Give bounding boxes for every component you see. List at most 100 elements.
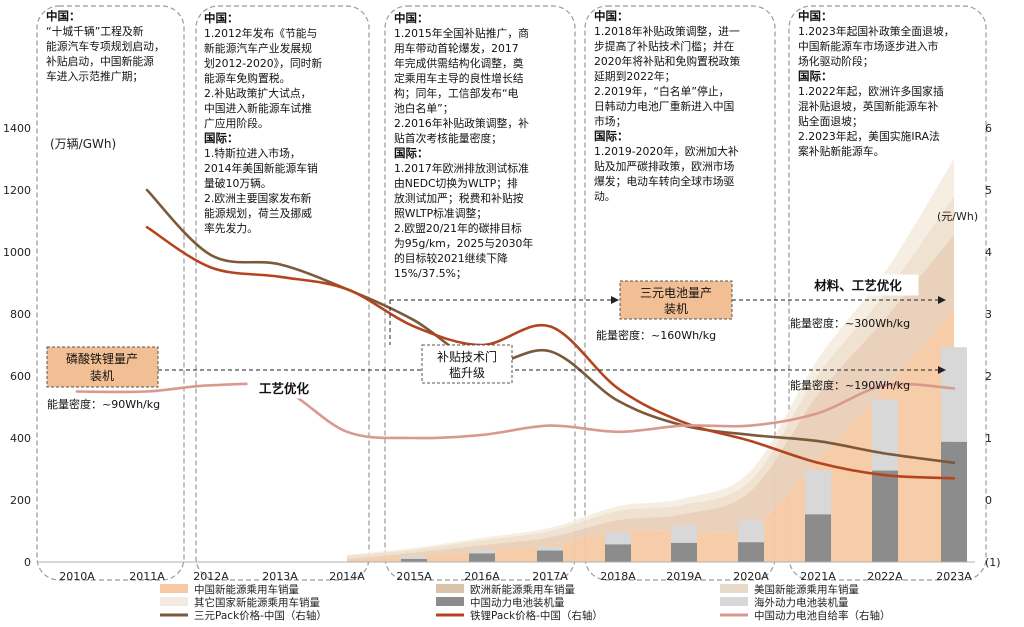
- annotation-line: 2014年美国新能源车销: [204, 161, 318, 175]
- material-label: 材料、工艺优化: [813, 278, 902, 293]
- y-left-tick-label: 0: [24, 556, 31, 569]
- material-box: [799, 274, 919, 296]
- bar-中国动力电池装机量-2018A: [605, 544, 631, 562]
- annotation-line: 1.2023年起国补政策全面退坡，: [798, 24, 955, 38]
- y-right-tick-label: 5: [985, 184, 992, 197]
- y-left-tick-label: 800: [10, 308, 31, 321]
- legend-swatch: [436, 584, 464, 593]
- bar-海外动力电池装机量-2021A: [805, 470, 831, 515]
- bar-海外动力电池装机量-2015A: [401, 556, 427, 559]
- x-tick-label: 2013A: [262, 570, 298, 583]
- legend-swatch: [160, 584, 188, 593]
- x-tick-label: 2016A: [464, 570, 500, 583]
- annotation-line: 由NEDC切换为WLTP；排: [394, 176, 518, 190]
- annotation-line: 年完成供需结构化调整，奠: [394, 56, 524, 70]
- legend-swatch: [720, 584, 748, 593]
- legend: 中国新能源乘用车销量 欧洲新能源乘用车销量 美国新能源乘用车销量其它国家新能源乘用车…: [160, 583, 891, 622]
- annotation-line: 用车带动首轮爆发，2017: [394, 41, 519, 55]
- annotation-line: 中国：: [798, 9, 833, 23]
- annotation-2010-2011: 中国：“十城千辆”工程及新能源汽车专项规划启动，补贴启动，中国新能源车进入示范推…: [46, 9, 165, 83]
- x-tick-label: 2012A: [193, 570, 229, 583]
- milestone-ncm: 三元电池量产 装机: [619, 280, 733, 320]
- annotation-line: 1.特斯拉进入市场，: [204, 146, 301, 160]
- density-lfp-early: 能量密度：~90Wh/kg: [47, 397, 160, 411]
- ncm-box: [619, 280, 733, 320]
- y-left-tick-label: 400: [10, 432, 31, 445]
- legend-label: 海外动力电池装机量: [754, 596, 849, 609]
- bar-中国动力电池装机量-2019A: [671, 542, 697, 562]
- annotation-line: 爆发；电动车转向全球市场驱: [594, 174, 735, 188]
- x-tick-label: 2015A: [396, 570, 432, 583]
- annotation-line: 国际：: [798, 69, 833, 83]
- x-tick-label: 2019A: [666, 570, 702, 583]
- x-tick-label: 2021A: [800, 570, 836, 583]
- x-tick-label: 2017A: [532, 570, 568, 583]
- annotation-line: 中国进入新能源车试推: [204, 101, 312, 115]
- annotation-line: 1.2019-2020年，欧洲加大补: [594, 144, 739, 158]
- annotation-line: 1.2018年补贴政策调整，进一: [594, 24, 740, 38]
- y-right-unit-label: (元/Wh): [937, 210, 978, 223]
- legend-swatch: [436, 597, 464, 606]
- annotation-line: 车进入示范推广期；: [46, 69, 143, 83]
- lfp-label-line2: 装机: [90, 369, 114, 383]
- annotation-line: “十城千辆”工程及新: [46, 24, 144, 38]
- lfp-box: [46, 346, 159, 388]
- annotation-line: 池白名单”；: [394, 101, 454, 115]
- annotation-line: 广应用阶段。: [204, 116, 269, 130]
- annotation-line: 贴首次考核能量密度；: [394, 131, 502, 145]
- period-frame-2018-2020: [584, 5, 776, 581]
- milestone-lfp: 磷酸铁锂量产 装机: [46, 346, 159, 388]
- y-left-tick-label: 1000: [3, 246, 31, 259]
- density-lfp-late: 能量密度：~190Wh/kg: [790, 378, 910, 392]
- annotation-2012-2014: 中国：1.2012年发布《节能与新能源汽车产业发展规划2012-2020》，同时…: [204, 11, 322, 235]
- y-right-tick-label: 3: [985, 308, 992, 321]
- sales-areas: [347, 159, 954, 562]
- annotation-line: 混补贴退坡，英国新能源车补: [798, 99, 939, 113]
- subsidy-label-line2: 槛升级: [449, 365, 485, 380]
- annotation-line: 量破10万辆。: [204, 176, 272, 190]
- milestone-arrows: [158, 296, 946, 374]
- lfp-label-line1: 磷酸铁锂量产: [66, 351, 138, 366]
- annotation-line: 能源汽车专项规划启动，: [46, 39, 165, 53]
- x-tick-label: 2023A: [936, 570, 972, 583]
- annotation-line: 照WLTP标准调整；: [394, 206, 487, 220]
- density-ncm-late: 能量密度：~300Wh/kg: [790, 316, 910, 330]
- bar-中国动力电池装机量-2015A: [401, 558, 427, 562]
- annotation-line: 1.2017年欧洲排放测试标准: [394, 161, 529, 175]
- area-中国新能源乘用车销量: [347, 309, 954, 562]
- line-中国动力电池自给率（右轴）: [75, 382, 956, 440]
- legend-label: 其它国家新能源乘用车销量: [194, 596, 320, 609]
- y-right-tick-label: 4: [985, 246, 992, 259]
- annotation-line: 2020年将补贴和免购置税政策: [594, 54, 740, 68]
- annotation-line: 2.2023年起，美国实施IRA法: [798, 129, 940, 143]
- milestone-subsidy: 补贴技术门 槛升级: [421, 344, 513, 384]
- x-tick-label: 2011A: [129, 570, 165, 583]
- price-lines: [75, 188, 956, 480]
- annotation-line: 为95g/km，2025与2030年: [394, 236, 533, 250]
- x-axis-ticks: 2010A 2011A 2012A 2013A 2014A 2015A 2016A 2017A…: [59, 570, 972, 583]
- y-right-tick-label: 1: [985, 432, 992, 445]
- legend-label: 美国新能源乘用车销量: [754, 583, 859, 596]
- period-frames: [36, 5, 987, 581]
- milestone-process: 工艺优化: [247, 377, 321, 399]
- annotation-line: 延期到2022年；: [594, 69, 675, 83]
- annotation-line: 2.2019年，“白名单”停止，: [594, 84, 729, 98]
- period-frame-2010-2011: [36, 5, 185, 581]
- annotation-line: 日韩动力电池厂重新进入中国: [594, 99, 734, 113]
- density-ncm: 能量密度：~160Wh/kg: [596, 328, 716, 342]
- bar-海外动力电池装机量-2017A: [537, 546, 563, 551]
- annotation-line: 15%/37.5%；: [394, 267, 467, 280]
- legend-swatch: [720, 597, 748, 606]
- legend-label: 铁锂Pack价格-中国（右轴）: [470, 609, 603, 622]
- y-left-tick-label: 600: [10, 370, 31, 383]
- annotation-line: 2.补贴政策扩大试点，: [204, 86, 311, 100]
- annotation-2015-2017: 中国：1.2015年全国补贴推广，商用车带动首轮爆发，2017年完成供需结构化调…: [394, 11, 533, 280]
- annotation-line: 2.欧洲主要国家发布新: [204, 191, 312, 205]
- annotation-line: 1.2022年起，欧洲许多国家插: [798, 84, 944, 98]
- annotation-line: 贴全面退坡；: [798, 114, 863, 128]
- annotation-line: 中国：: [394, 11, 429, 25]
- annotation-line: 贴及加严碳排政策，欧洲市场: [594, 159, 735, 173]
- annotation-line: 能源车免购置税。: [204, 71, 290, 85]
- bar-海外动力电池装机量-2023A: [941, 347, 967, 442]
